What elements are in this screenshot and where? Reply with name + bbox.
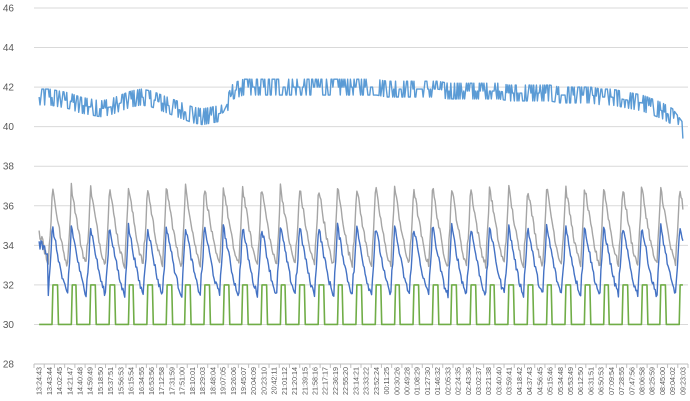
x-tick-label: 19:07:05: [219, 367, 228, 395]
x-tick-label: 01:27:30: [423, 367, 432, 395]
x-tick-label: 03:59:41: [505, 367, 514, 395]
x-tick-label: 06:50:53: [597, 367, 606, 395]
x-tick-label: 02:05:33: [443, 367, 452, 395]
x-tick-label: 08:25:59: [648, 367, 657, 395]
x-tick-label: 22:55:20: [341, 367, 350, 395]
x-tick-label: 21:58:16: [311, 367, 320, 395]
series-line-3: [38, 222, 684, 299]
x-tick-label: 03:02:37: [474, 367, 483, 395]
x-tick-label: 13:24:43: [35, 367, 44, 395]
x-tick-label: 00:49:28: [402, 367, 411, 395]
x-tick-label: 14:59:49: [86, 367, 95, 395]
x-tick-label: 20:04:09: [249, 367, 258, 395]
x-tick-label: 22:17:17: [321, 367, 330, 395]
series-line-2: [38, 182, 684, 269]
x-tick-label: 00:11:25: [382, 367, 391, 394]
x-tick-label: 14:21:47: [65, 367, 74, 395]
x-axis-tick-labels: 13:24:43 13:43:44 14:02:45 14:21:47 14:40:48…: [35, 367, 688, 395]
x-tick-label: 18:48:04: [208, 367, 217, 395]
y-tick-label: 38: [3, 162, 15, 173]
y-axis-tick-labels: 28 30 32 34 36 38 40 42 44 46: [3, 4, 15, 371]
x-tick-label: 00:30:26: [392, 367, 401, 395]
x-tick-label: 09:23:03: [678, 367, 687, 395]
x-tick-label: 19:26:06: [229, 367, 238, 395]
x-tick-label: 04:37:43: [525, 367, 534, 395]
x-tick-label: 02:24:35: [454, 367, 463, 395]
x-tick-label: 07:09:54: [607, 367, 616, 395]
y-tick-label: 42: [3, 83, 15, 94]
gridlines: [34, 7, 688, 325]
x-tick-label: 01:08:29: [413, 367, 422, 395]
x-tick-label: 08:06:58: [638, 367, 647, 395]
y-tick-label: 28: [3, 360, 15, 371]
x-tick-label: 01:46:32: [433, 367, 442, 395]
series-lines: [38, 78, 684, 326]
x-tick-label: 20:42:11: [270, 367, 279, 394]
x-tick-label: 02:43:36: [464, 367, 473, 395]
y-tick-label: 30: [3, 320, 15, 331]
y-tick-label: 34: [3, 241, 15, 252]
x-tick-label: 19:45:07: [239, 367, 248, 395]
x-tick-label: 21:39:15: [300, 367, 309, 395]
x-tick-label: 03:21:38: [484, 367, 493, 395]
x-tick-label: 14:02:45: [55, 367, 64, 395]
x-tick-label: 22:36:19: [331, 367, 340, 395]
x-tick-label: 14:40:48: [75, 367, 84, 395]
x-tick-label: 05:34:48: [556, 367, 565, 395]
x-tick-label: 16:34:55: [137, 367, 146, 395]
series-line-1: [38, 78, 684, 139]
x-tick-label: 17:31:59: [167, 367, 176, 395]
x-tick-label: 16:15:54: [127, 367, 136, 395]
y-tick-label: 46: [3, 4, 15, 15]
x-tick-label: 04:56:45: [535, 367, 544, 395]
x-tick-label: 15:37:51: [106, 367, 115, 395]
x-tick-label: 03:40:40: [494, 367, 503, 395]
y-tick-label: 36: [3, 201, 15, 212]
x-tick-label: 17:12:58: [157, 367, 166, 395]
series-line-4: [39, 284, 683, 326]
x-tick-label: 18:29:03: [198, 367, 207, 395]
x-tick-label: 21:20:14: [290, 367, 299, 395]
x-tick-label: 04:18:42: [515, 367, 524, 395]
x-tick-label: 06:31:51: [586, 367, 595, 395]
y-tick-label: 40: [3, 122, 15, 133]
x-tick-label: 15:18:50: [96, 367, 105, 395]
x-tick-label: 16:53:56: [147, 367, 156, 395]
x-tick-label: 05:15:46: [546, 367, 555, 395]
x-tick-label: 21:01:12: [280, 367, 289, 395]
x-tick-label: 08:45:00: [658, 367, 667, 395]
x-tick-label: 13:43:44: [45, 367, 54, 395]
x-tick-label: 23:14:21: [351, 367, 360, 395]
x-tick-label: 17:51:00: [178, 367, 187, 395]
x-tick-label: 23:33:22: [362, 367, 371, 395]
x-tick-label: 06:12:50: [576, 367, 585, 395]
x-tick-label: 15:56:53: [116, 367, 125, 395]
y-tick-label: 44: [3, 43, 15, 54]
x-tick-label: 18:10:01: [188, 367, 197, 395]
x-tick-label: 20:23:10: [259, 367, 268, 395]
x-tick-label: 09:04:02: [668, 367, 677, 395]
y-tick-label: 32: [3, 280, 15, 291]
x-axis: [33, 363, 689, 368]
x-tick-label: 05:53:49: [566, 367, 575, 395]
x-tick-label: 07:28:55: [617, 367, 626, 395]
x-tick-label: 07:47:56: [627, 367, 636, 395]
x-tick-label: 23:52:24: [372, 367, 381, 395]
